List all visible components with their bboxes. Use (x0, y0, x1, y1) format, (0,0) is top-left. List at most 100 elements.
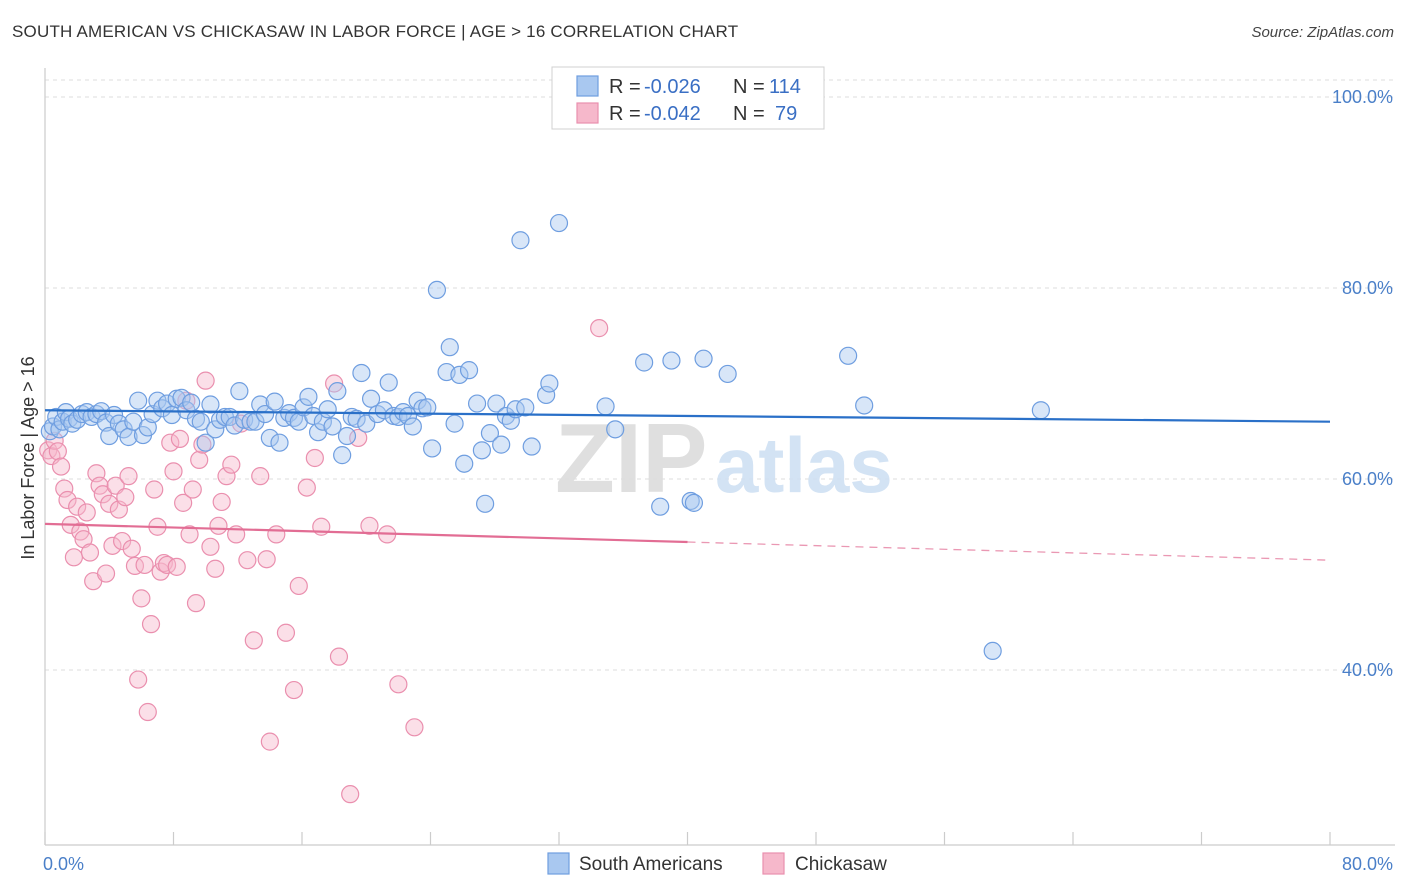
south-americans-point-87 (455, 454, 474, 473)
legend-swatch-blue (576, 75, 599, 97)
chickasaw-point-77 (590, 319, 609, 338)
chickasaw-point-67 (305, 448, 324, 468)
chickasaw-point-29 (132, 589, 151, 608)
chickasaw-point-64 (284, 680, 304, 700)
chickasaw-point-59 (244, 631, 263, 650)
south-americans-point-37 (206, 420, 225, 439)
south-americans-point-48 (260, 428, 279, 448)
chickasaw-point-40 (167, 557, 186, 576)
south-americans-point-72 (379, 373, 398, 392)
chickasaw-point-39 (164, 462, 183, 481)
chickasaw-point-63 (276, 623, 296, 642)
bottom-legend: South Americans Chickasaw (547, 852, 887, 875)
south-americans-point-77 (403, 417, 422, 436)
chickasaw-point-17 (93, 485, 112, 504)
south-americans-point-35 (196, 433, 215, 452)
bottom-legend-swatch-pink (762, 852, 785, 875)
chickasaw-point-19 (100, 494, 119, 513)
south-americans-point-64 (337, 426, 357, 446)
chickasaw-point-13 (80, 543, 100, 562)
south-americans-point-90 (472, 441, 491, 460)
south-americans-point-62 (328, 382, 347, 401)
south-americans-point-88 (459, 361, 479, 380)
south-americans-point-106 (635, 353, 654, 372)
chickasaw-point-50 (201, 537, 220, 556)
chickasaw-point-73 (360, 516, 379, 535)
legend-r-value-blue: -0.026 (644, 76, 701, 98)
chickasaw-point-70 (329, 647, 349, 666)
south-americans-point-44 (241, 412, 260, 431)
legend-r-label-blue: R = (609, 76, 641, 98)
chickasaw-point-53 (212, 492, 231, 512)
chickasaw-point-12 (77, 503, 96, 522)
south-americans-point-109 (681, 491, 700, 511)
south-americans-point-111 (694, 349, 713, 368)
chickasaw-point-48 (193, 435, 212, 454)
chickasaw-point-24 (116, 488, 135, 507)
south-americans-point-99 (516, 398, 535, 417)
chickasaw-point-30 (135, 555, 154, 575)
south-americans-point-93 (487, 394, 506, 413)
south-americans-points (40, 213, 1050, 661)
chickasaw-point-4 (51, 457, 71, 476)
south-americans-point-82 (427, 280, 447, 300)
chickasaw-trend-line-solid (44, 522, 688, 544)
y-tick-label-100: 100.0% (1332, 87, 1393, 107)
south-americans-point-23 (138, 418, 157, 437)
south-americans-point-116 (1031, 401, 1050, 420)
chickasaw-point-62 (267, 525, 286, 544)
chickasaw-point-5 (55, 479, 74, 498)
chickasaw-point-33 (145, 480, 164, 499)
south-americans-point-113 (839, 346, 858, 365)
chickasaw-point-45 (183, 480, 202, 499)
chickasaw-point-76 (405, 718, 424, 737)
south-americans-point-17 (109, 414, 128, 433)
legend-n-label-pink: N = (733, 103, 765, 125)
south-americans-point-115 (983, 641, 1002, 661)
chickasaw-point-60 (251, 467, 270, 486)
chickasaw-point-28 (129, 670, 148, 689)
south-americans-point-81 (423, 439, 442, 458)
south-americans-point-67 (352, 363, 371, 383)
chickasaw-point-32 (141, 615, 161, 634)
y-axis-label: In Labor Force | Age > 16 (18, 356, 38, 559)
south-americans-point-94 (492, 435, 511, 454)
chickasaw-point-65 (289, 576, 308, 596)
chickasaw-point-0 (39, 441, 58, 460)
south-americans-point-32 (182, 393, 201, 412)
south-americans-point-85 (445, 414, 464, 433)
south-americans-point-105 (606, 420, 625, 439)
south-americans-point-110 (684, 493, 704, 512)
south-americans-point-114 (855, 396, 874, 415)
chart-title: SOUTH AMERICAN VS CHICKASAW IN LABOR FOR… (12, 22, 739, 41)
y-tick-label-80: 80.0% (1342, 278, 1393, 298)
south-americans-point-98 (511, 231, 530, 250)
south-americans-point-24 (143, 404, 162, 424)
south-americans-point-49 (265, 392, 284, 411)
watermark-atlas: atlas (715, 421, 893, 509)
south-americans-point-92 (480, 424, 500, 443)
legend-swatch-pink (576, 102, 599, 124)
bottom-legend-swatch-blue (547, 852, 570, 875)
chickasaw-point-71 (341, 785, 360, 804)
chickasaw-point-47 (190, 450, 209, 469)
south-americans-point-66 (347, 409, 366, 428)
legend-n-value-blue: 114 (769, 76, 801, 98)
south-americans-point-86 (450, 365, 469, 385)
south-americans-point-36 (201, 395, 220, 414)
chickasaw-point-75 (389, 675, 408, 694)
chickasaw-point-44 (180, 525, 199, 544)
chickasaw-point-55 (222, 455, 241, 474)
south-americans-point-100 (522, 437, 541, 456)
top-legend: R = -0.026 N = 114 R = -0.042 N = 79 (551, 66, 825, 130)
chickasaw-point-58 (238, 551, 257, 570)
south-americans-point-103 (549, 213, 569, 233)
chickasaw-point-46 (186, 594, 206, 613)
chickasaw-point-52 (209, 516, 228, 535)
legend-n-label-blue: N = (733, 76, 765, 98)
south-americans-point-108 (662, 351, 681, 370)
legend-r-label-pink: R = (609, 103, 641, 125)
south-americans-point-101 (537, 385, 556, 405)
chickasaw-point-72 (349, 428, 368, 448)
